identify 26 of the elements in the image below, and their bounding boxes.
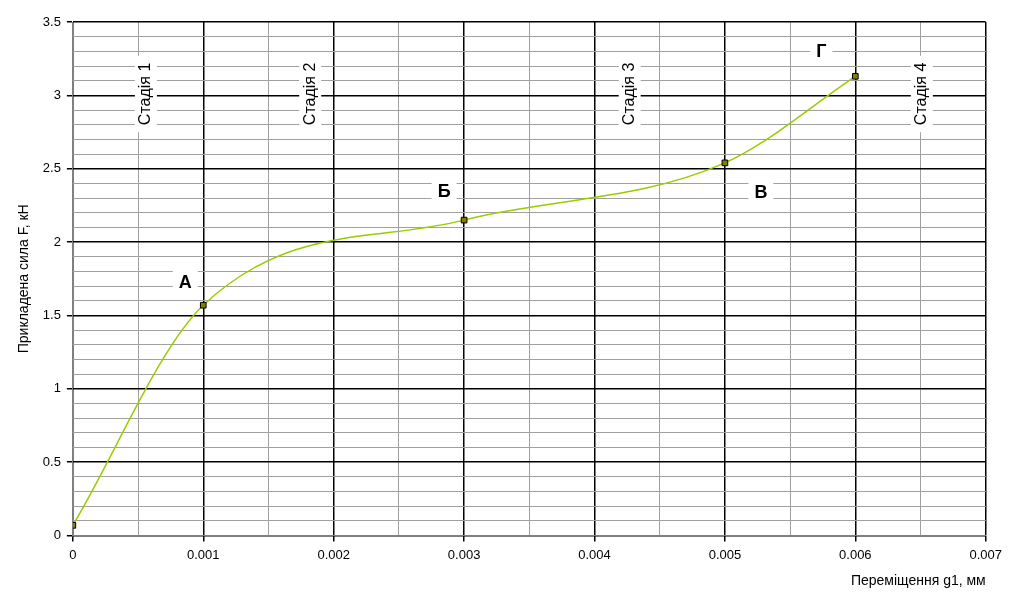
x-tick-label: 0.007 — [969, 546, 1003, 562]
y-tick-label: 0 — [53, 527, 61, 543]
annotation: Стадія 2 — [300, 62, 318, 126]
annotation: Б — [437, 181, 451, 202]
x-tick-label: 0.003 — [447, 546, 481, 562]
x-tick-label: 0.006 — [839, 546, 872, 562]
annotation: Стадія 4 — [912, 62, 930, 126]
y-tick-label: 2 — [53, 233, 61, 249]
y-axis-title: Прикладена сила F, кН — [15, 204, 32, 354]
x-tick-label: 0.001 — [187, 546, 220, 562]
x-axis-title: Переміщення g1, мм — [850, 572, 986, 589]
annotation: Стадія 1 — [136, 62, 154, 126]
x-tick-label: 0.002 — [317, 546, 350, 562]
y-tick-label: 3.5 — [42, 13, 61, 29]
x-tick-label: 0 — [69, 546, 77, 562]
y-tick-label: 1.5 — [42, 307, 61, 323]
y-tick-label: 0.5 — [42, 453, 61, 469]
y-tick-label: 2.5 — [42, 160, 61, 176]
annotation: Стадія 3 — [620, 62, 638, 126]
x-tick-label: 0.004 — [578, 546, 611, 562]
annotation: Г — [816, 41, 827, 62]
annotation: В — [754, 181, 768, 202]
y-tick-label: 1 — [53, 380, 61, 396]
y-tick-label: 3 — [53, 86, 61, 102]
annotation: А — [178, 272, 192, 293]
x-tick-label: 0.005 — [708, 546, 742, 562]
